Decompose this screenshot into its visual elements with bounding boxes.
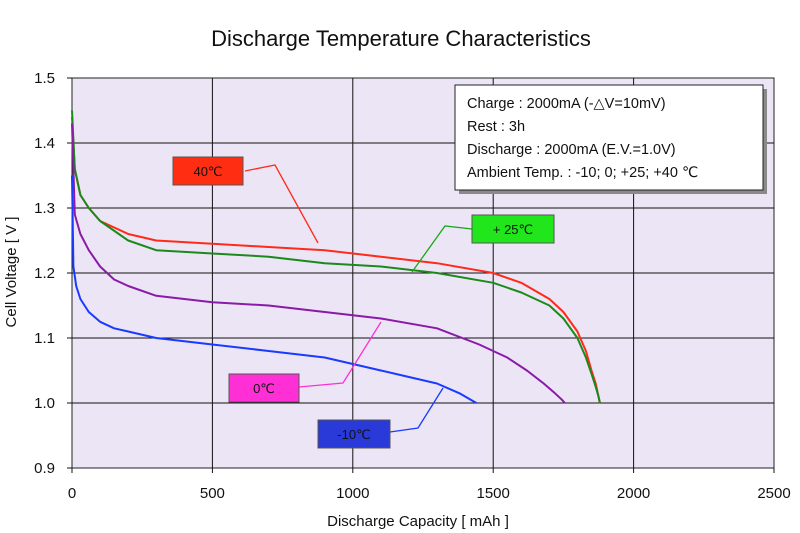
series-tag-label: 0℃ (253, 381, 275, 396)
series-tag-box (471, 214, 555, 244)
info-line-ambient: Ambient Temp. : -10; 0; +25; +40 ℃ (467, 165, 698, 181)
y-tick-label: 1.0 (34, 395, 55, 412)
series-tags: 40℃ + 25℃ 0℃ -10℃ (172, 156, 555, 449)
series-line-3 (71, 175, 477, 404)
y-axis-label: Cell Voltage [ V ] (3, 217, 20, 328)
y-tick-label: 1.1 (34, 330, 55, 347)
series-tag-1: + 25℃ (411, 214, 555, 273)
x-tick-label: 1000 (336, 485, 369, 502)
x-tick-labels: 0 500 1000 1500 2000 2500 (68, 485, 791, 502)
chart-title: Discharge Temperature Characteristics (211, 26, 591, 51)
series-tag-box (228, 373, 300, 403)
x-tick-label: 1500 (477, 485, 510, 502)
series-tag-box (172, 156, 244, 186)
series-line-2 (71, 123, 566, 404)
info-line-rest: Rest : 3h (467, 119, 525, 135)
x-tick-label: 0 (68, 485, 76, 502)
series-tag-leader (411, 225, 473, 273)
info-line-discharge: Discharge : 2000mA (E.V.=1.0V) (467, 142, 676, 158)
info-box: Charge : 2000mA (-△V=10mV) Rest : 3h Dis… (454, 84, 767, 194)
series-tag-label: 40℃ (193, 164, 222, 179)
series-tag-3: -10℃ (317, 387, 444, 449)
x-tick-label: 500 (200, 485, 225, 502)
y-tick-label: 1.4 (34, 135, 55, 152)
y-tick-label: 0.9 (34, 460, 55, 477)
series-tag-label: + 25℃ (493, 222, 533, 237)
x-axis-label: Discharge Capacity [ mAh ] (327, 513, 509, 530)
series-tag-leader (298, 321, 382, 388)
info-line-charge: Charge : 2000mA (-△V=10mV) (467, 96, 666, 112)
series-tag-box (317, 419, 391, 449)
series-tag-leader (389, 387, 444, 433)
series-tag-2: 0℃ (228, 321, 382, 403)
series-tag-label: -10℃ (337, 427, 370, 442)
y-tick-labels: 0.9 1.0 1.1 1.2 1.3 1.4 1.5 (34, 70, 55, 477)
x-tick-label: 2000 (617, 485, 650, 502)
series-lines (71, 110, 601, 404)
series-tag-leader (244, 164, 319, 244)
series-line-1 (71, 110, 601, 404)
y-tick-label: 1.2 (34, 265, 55, 282)
axis-ticks (67, 77, 775, 473)
series-tag-0: 40℃ (172, 156, 319, 244)
y-tick-label: 1.5 (34, 70, 55, 87)
x-tick-label: 2500 (757, 485, 790, 502)
y-tick-label: 1.3 (34, 200, 55, 217)
info-box-panel (454, 84, 764, 191)
